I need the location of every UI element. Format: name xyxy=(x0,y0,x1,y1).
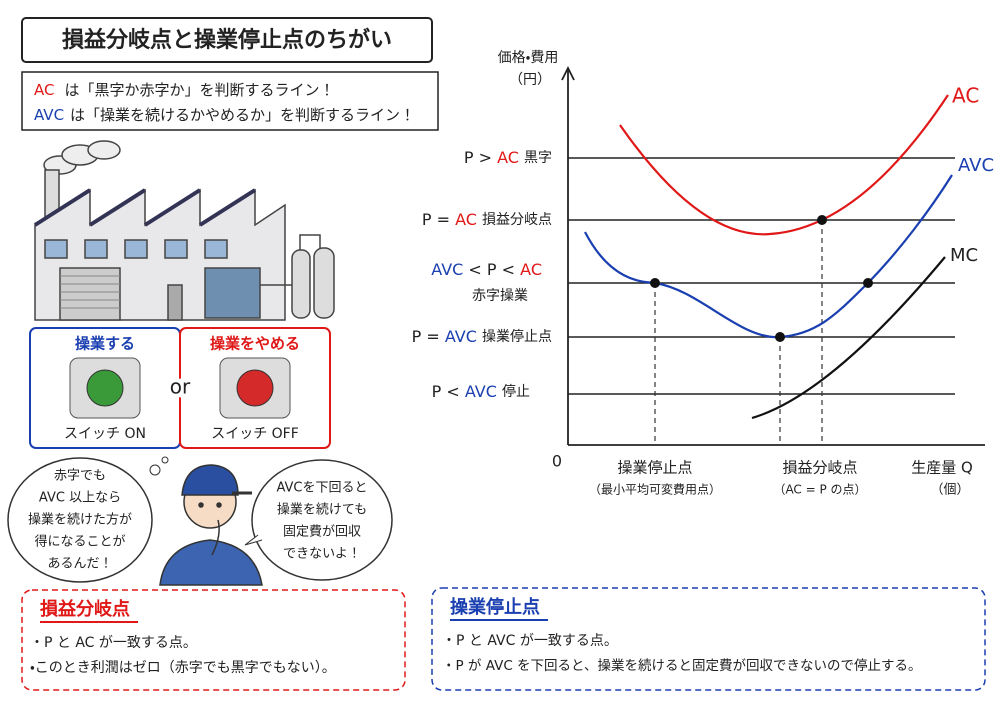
level-note: 赤字操業 xyxy=(472,288,528,304)
bubble-text: AVC 以上なら xyxy=(39,491,121,506)
point-label: 損益分岐点 xyxy=(782,459,857,477)
y-axis-unit: （円） xyxy=(509,72,551,88)
intersection-point xyxy=(817,215,827,225)
bubble-dot xyxy=(161,456,169,464)
point-label: 操業停止点 xyxy=(617,459,692,477)
summary-heading: 操業停止点 xyxy=(450,596,540,618)
level-part: P = xyxy=(422,210,450,229)
bubble-text: 操業を続けても xyxy=(277,502,367,518)
x-axis-unit: （個） xyxy=(930,483,969,498)
y-axis-arrow xyxy=(561,65,575,81)
level-part: < P < xyxy=(468,260,515,279)
summary-box xyxy=(21,589,406,691)
bubble-text: 赤字でも xyxy=(54,469,106,484)
curve-label: AC xyxy=(952,84,979,108)
speech-bubble xyxy=(251,459,393,581)
level-part: P < xyxy=(432,382,460,401)
ac-curve xyxy=(619,94,949,236)
origin-label: 0 xyxy=(552,452,562,471)
summary-bullet: ・P が AVC を下回ると、操業を続けると固定費が回収できないので停止する。 xyxy=(442,657,922,674)
level-part: AVC xyxy=(465,382,497,401)
summary-bullet: ・このとき利潤はゼロ（赤字でも黒字でもない）。 xyxy=(30,660,336,676)
x-axis-label: 生産量 Q xyxy=(911,459,973,477)
level-part: 黒字 xyxy=(524,150,552,166)
point-note: （最小平均可変費用点） xyxy=(589,482,721,497)
switch-status: スイッチ OFF xyxy=(211,426,299,442)
y-axis-label: 価格・費用 xyxy=(498,50,559,66)
level-label: P > AC 黒字 xyxy=(464,148,552,167)
level-part: AC xyxy=(455,210,477,229)
intersection-point xyxy=(775,332,785,342)
switch-label: 操業をやめる xyxy=(210,335,300,353)
title: 損益分岐点と操業停止点のちがい xyxy=(62,27,392,53)
bubble-text: AVCを下回ると xyxy=(276,481,367,496)
level-part: 停止 xyxy=(502,384,530,400)
level-part: AC xyxy=(520,260,542,279)
intro-line: AC は「黒字か赤字か」を判断するライン！ xyxy=(34,81,335,99)
level-part: P = xyxy=(412,327,440,346)
bubble-text: できないよ！ xyxy=(283,547,361,562)
green-button xyxy=(86,369,124,407)
level-part: AVC xyxy=(445,327,477,346)
level-label: P = AC 損益分岐点 xyxy=(422,210,552,229)
level-label: P = AVC 操業停止点 xyxy=(412,327,552,346)
term: AVC xyxy=(34,106,64,124)
title-box xyxy=(21,17,433,63)
level-part: AVC xyxy=(431,260,463,279)
switch-status: スイッチ ON xyxy=(64,426,146,442)
intro-text: は「操業を続けるかやめるか」を判断するライン！ xyxy=(70,106,415,124)
worker-illustration xyxy=(159,464,263,586)
summary-box xyxy=(431,587,986,691)
curve-label: MC xyxy=(950,245,978,266)
point-note: （AC = P の点） xyxy=(773,483,866,497)
bubble-text: 得になることが xyxy=(34,534,125,550)
intersection-point xyxy=(863,278,873,288)
intro-line: AVC は「操業を続けるかやめるか」を判断するライン！ xyxy=(34,106,415,124)
level-part: 操業停止点 xyxy=(482,329,552,345)
level-part: P > xyxy=(464,148,492,167)
cost-chart: 価格・費用 （円） 0 生産量 Q （個） AC AVC MC P > AC 黒… xyxy=(412,50,994,498)
curve-label: AVC xyxy=(958,155,994,176)
summary-bullet: ・P と AC が一致する点。 xyxy=(30,635,197,651)
intersection-point xyxy=(650,278,660,288)
bubble-text: 操業を続けた方が xyxy=(28,512,132,528)
thought-bubble xyxy=(7,457,153,583)
level-label: P < AVC 停止 xyxy=(432,382,530,401)
intro-box xyxy=(21,71,439,131)
intro-text: は「黒字か赤字か」を判断するライン！ xyxy=(64,81,334,99)
bubble-text: 固定費が回収 xyxy=(283,525,361,540)
level-part: AC xyxy=(497,148,519,167)
summary-bullet: ・P と AVC が一致する点。 xyxy=(442,633,618,649)
bubble-tail xyxy=(244,534,263,546)
bubble-text: あるんだ！ xyxy=(47,557,112,572)
level-part: 損益分岐点 xyxy=(482,212,552,228)
or-label: or xyxy=(170,375,191,399)
or-bg: or xyxy=(170,375,191,399)
factory-illustration xyxy=(33,140,335,321)
level-label: AVC < P < AC xyxy=(431,260,542,279)
summary-heading: 損益分岐点 xyxy=(40,598,130,620)
bubble-dot xyxy=(149,464,161,476)
red-button xyxy=(236,369,274,407)
switch-label: 操業する xyxy=(75,335,135,353)
term: AC xyxy=(34,81,54,99)
mc-curve xyxy=(751,256,946,420)
